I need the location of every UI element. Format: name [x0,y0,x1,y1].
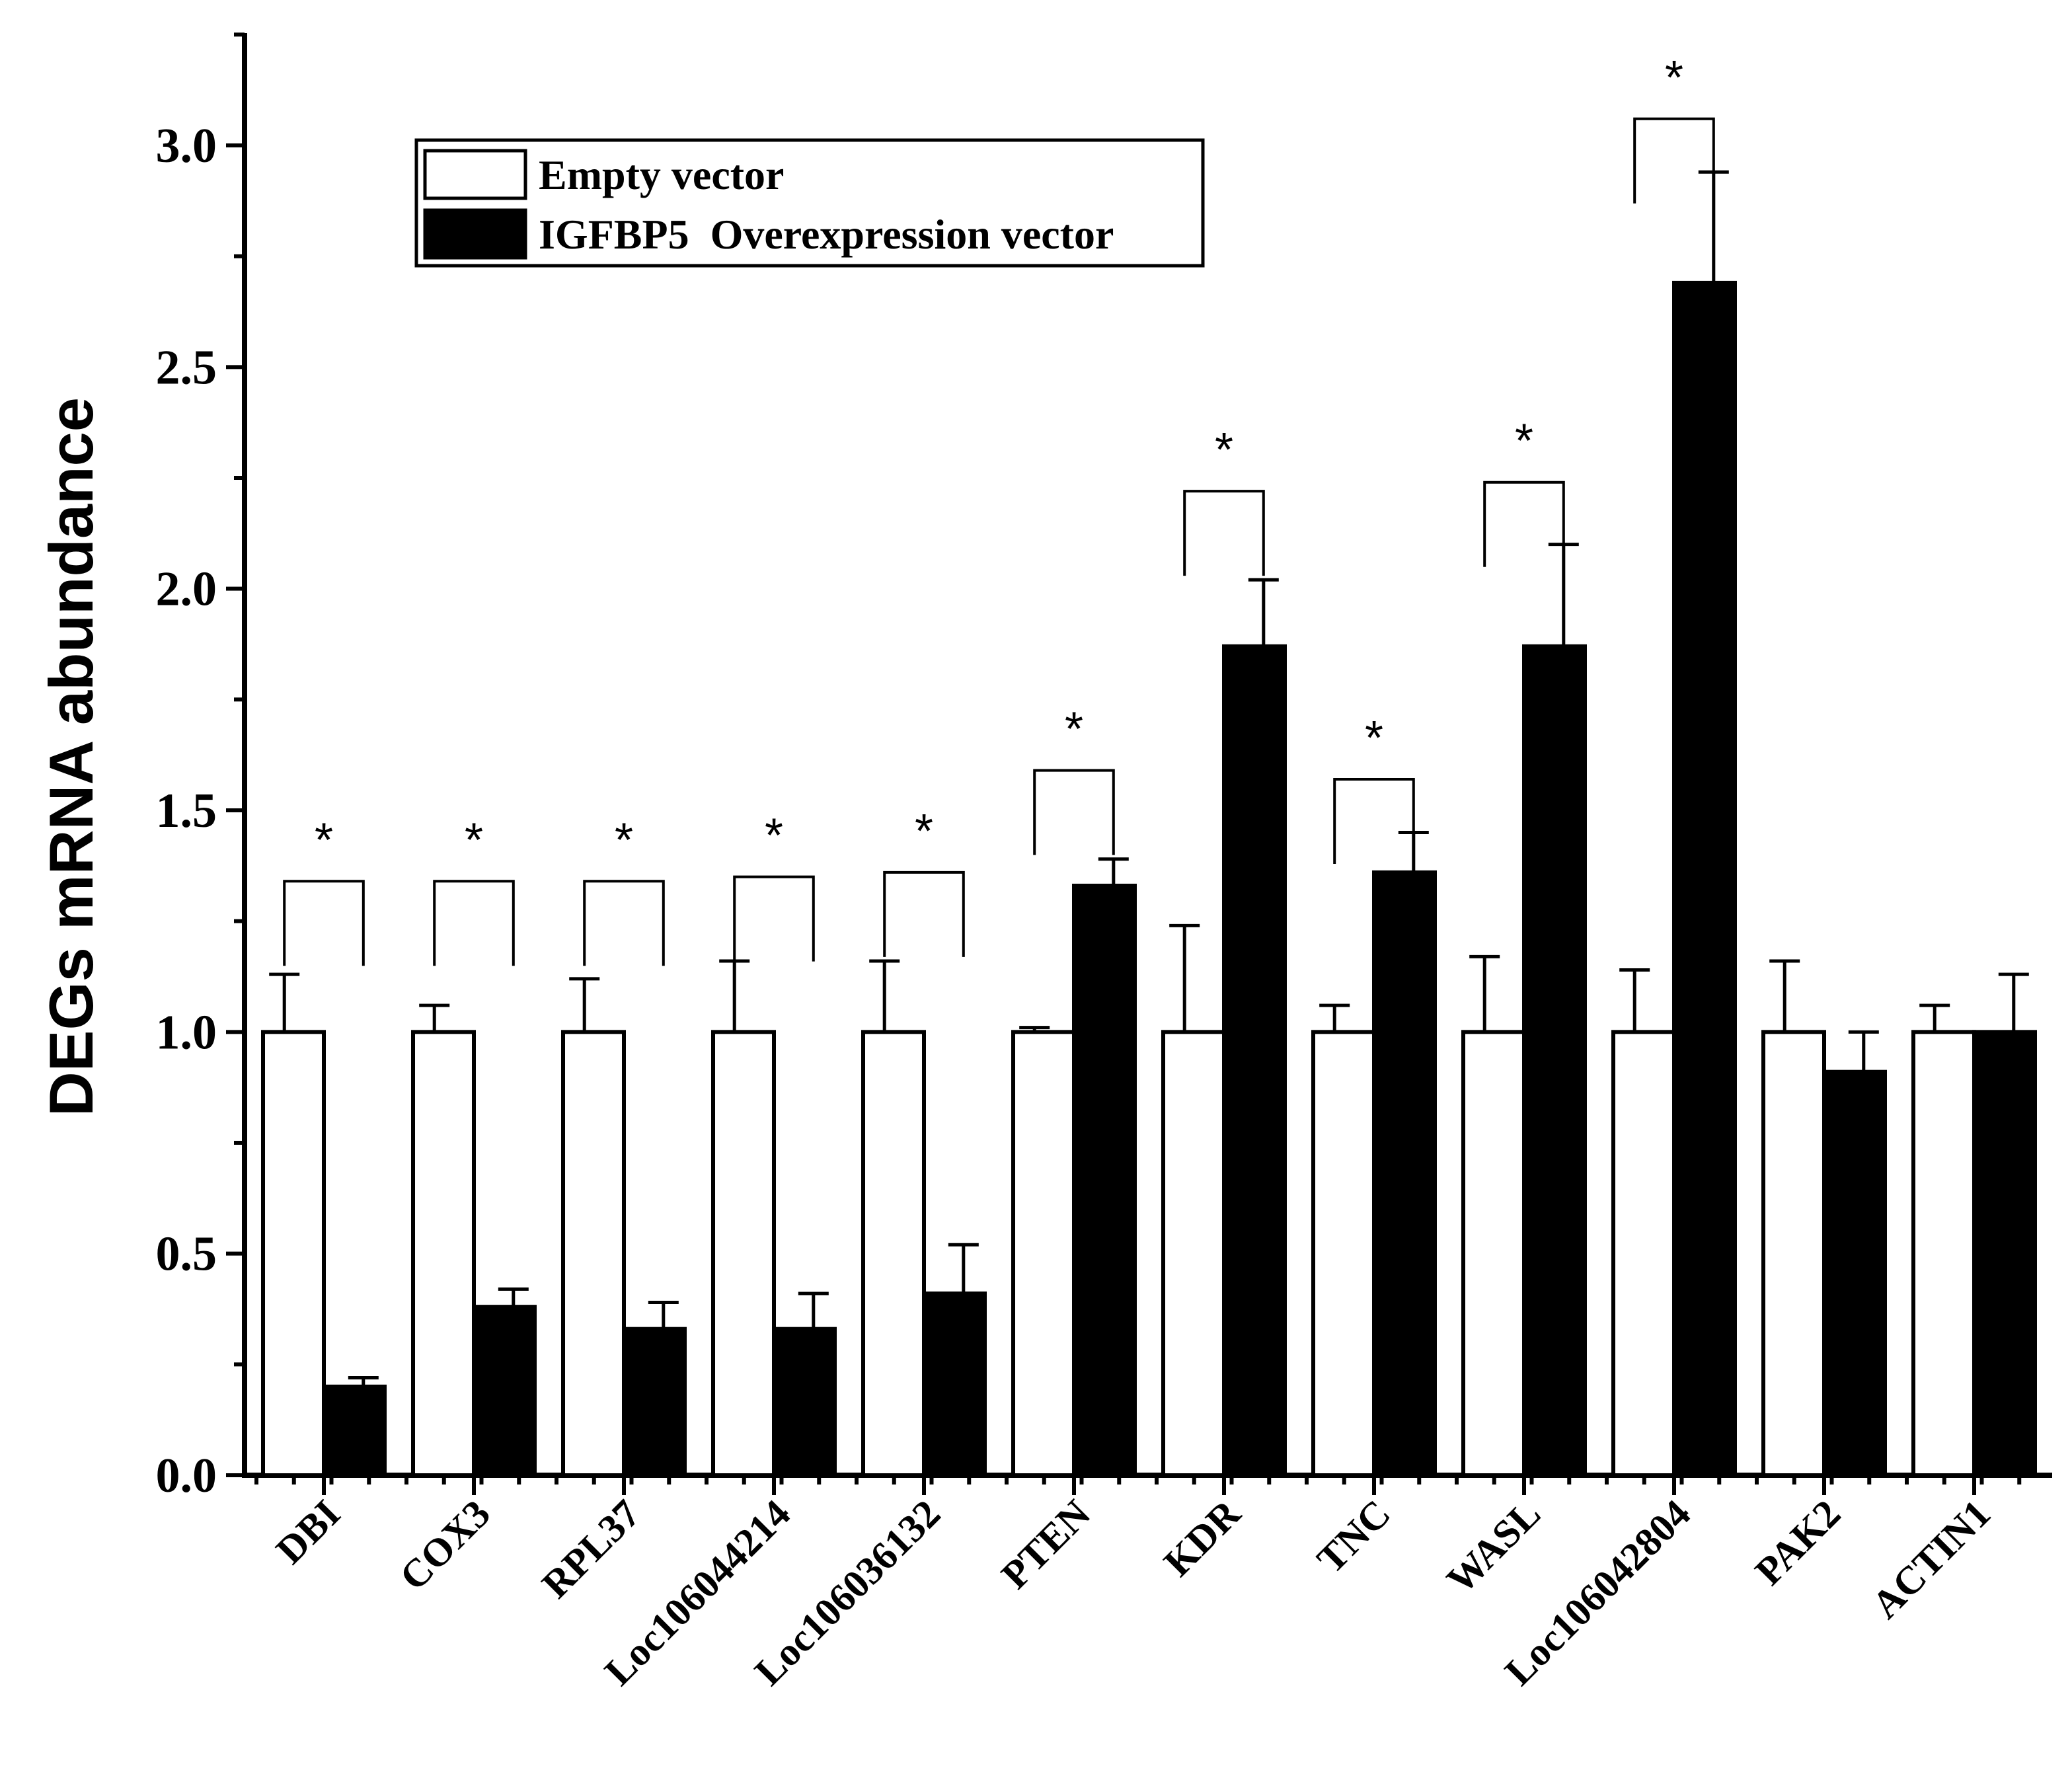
bar-empty [1461,1030,1526,1478]
bar-empty [711,1030,776,1478]
bar-overexpression [1072,884,1137,1477]
significance-bracket [583,880,665,966]
significance-star: * [1665,52,1683,104]
legend-label-empty: Empty vector [539,151,784,198]
x-tick-label: DBI [268,1492,348,1572]
bar-empty [861,1030,926,1478]
x-tick-label: RPL37 [533,1492,648,1607]
x-tick-label: WASL [1438,1492,1549,1602]
legend-label-overexpression: IGFBP5 Overexpression vector [539,211,1114,258]
significance-bracket [433,880,515,966]
y-tick-label: 2.0 [156,562,217,617]
bar-overexpression [622,1327,687,1478]
x-tick-label: ACTIN1 [1864,1492,1999,1627]
legend: Empty vector IGFBP5 Overexpression vecto… [414,138,1205,268]
bar-overexpression [922,1292,987,1477]
significance-star: * [465,814,483,867]
x-tick-label: PAK2 [1747,1492,1849,1594]
bar-empty [1161,1030,1226,1478]
significance-bracket [283,880,365,966]
bar-overexpression [1372,870,1437,1477]
bar-overexpression [1822,1069,1887,1477]
bar-empty [1311,1030,1376,1478]
significance-bracket [1333,778,1415,865]
significance-bracket [883,870,965,957]
y-tick-label: 1.0 [156,1005,217,1060]
bar-empty [411,1030,476,1478]
y-tick-label: 2.5 [156,340,217,395]
x-tick-label: KDR [1155,1491,1248,1584]
bar-overexpression [1522,644,1587,1477]
bar-overexpression [772,1327,837,1478]
x-tick-label: TNC [1309,1492,1399,1582]
bar-empty [1761,1030,1826,1478]
bar-empty [1611,1030,1676,1478]
significance-star: * [1215,424,1233,477]
y-tick-label: 0.5 [156,1227,217,1282]
bar-empty [1911,1030,1976,1478]
bar-empty [561,1030,626,1478]
y-tick-label: 0.0 [156,1449,217,1503]
y-axis-label: DEGs mRNA abundance [36,397,106,1116]
y-tick-label: 3.0 [156,119,217,173]
significance-bracket [1033,769,1115,855]
y-tick-label: 1.5 [156,784,217,838]
bar-overexpression [1222,644,1287,1477]
bar-overexpression [322,1384,387,1478]
significance-star: * [1365,712,1383,765]
legend-swatch-empty [423,149,527,200]
legend-swatch-overexpression [423,208,527,260]
bar-overexpression [1672,280,1737,1478]
bar-empty [1011,1030,1076,1478]
x-tick-label: COX3 [391,1492,498,1599]
significance-bracket [733,875,815,962]
bar-overexpression [472,1305,537,1477]
significance-star: * [915,805,933,858]
significance-bracket [1183,490,1265,576]
significance-star: * [615,814,633,867]
legend-box [414,138,1205,268]
significance-star: * [315,814,333,867]
significance-star: * [1065,703,1083,756]
significance-bracket [1633,117,1715,204]
significance-star: * [765,810,783,863]
x-tick-label: PTEN [993,1492,1098,1598]
significance-star: * [1515,415,1533,468]
bar-empty [261,1030,326,1478]
bar-overexpression [1972,1030,2037,1478]
significance-bracket [1483,481,1565,567]
